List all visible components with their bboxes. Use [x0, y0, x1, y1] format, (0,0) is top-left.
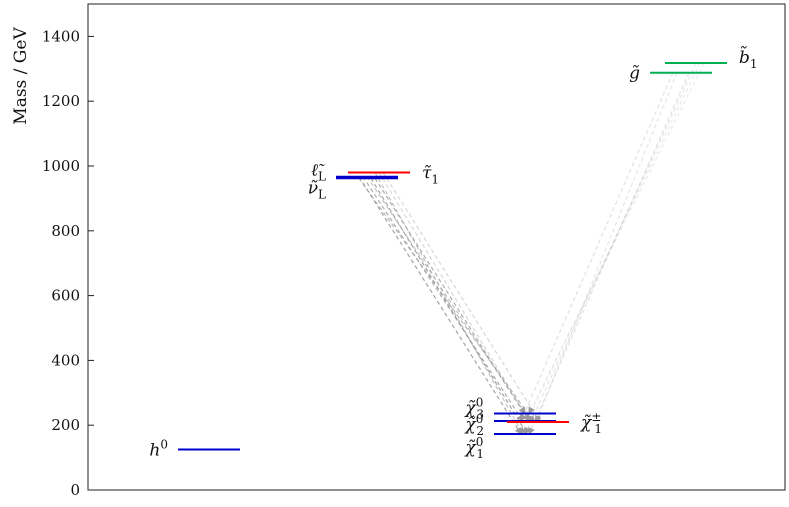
y-axis: 0 200 400 600 800 1000 1200 1400: [42, 27, 94, 499]
level-label-chi30: χ̃0 3: [464, 396, 484, 422]
mass-levels: [178, 61, 727, 451]
decay-arrow: [378, 172, 526, 415]
plot-frame: [87, 3, 786, 491]
level-labels: h0ℓ̃Lν̃Lτ̃1χ̃0 3χ̃0 2χ̃0 1χ̃± 1g̃b̃1: [149, 46, 757, 461]
decay-arrow: [520, 72, 674, 422]
y-tick-label: 1000: [42, 157, 80, 175]
decay-arrow: [374, 177, 530, 422]
level-label-sbottom1: b̃1: [739, 46, 758, 71]
y-tick-label: 1200: [42, 92, 80, 110]
decay-arrow: [374, 172, 524, 435]
decay-arrow: [382, 172, 541, 423]
y-tick-label: 600: [51, 287, 80, 305]
level-label-chi10: χ̃0 1: [464, 435, 484, 461]
level-label-h0: h0: [149, 438, 168, 461]
level-label-chi1pm: χ̃± 1: [580, 410, 602, 436]
decay-arrow: [362, 176, 524, 422]
decay-arrow: [358, 177, 535, 423]
y-tick-label: 1400: [42, 27, 80, 45]
level-label-chi20: χ̃0 2: [464, 412, 484, 438]
level-label-gluino: g̃: [629, 64, 640, 84]
decay-arrow: [366, 176, 526, 415]
y-tick-label: 800: [51, 222, 80, 240]
decay-arrow: [358, 176, 522, 435]
y-axis-title: Mass / GeV: [11, 27, 31, 125]
y-tick-label: 400: [51, 351, 80, 369]
y-tick-label: 0: [70, 481, 80, 499]
decay-arrows: [358, 62, 705, 435]
decay-arrow: [528, 62, 705, 415]
decay-arrow: [526, 62, 701, 422]
y-tick-label: 200: [51, 416, 80, 434]
level-label-nuL: ν̃L: [308, 178, 326, 201]
decay-arrow: [524, 62, 697, 435]
decay-arrow: [370, 177, 528, 435]
level-label-stau1: τ̃1: [422, 163, 439, 186]
decay-arrow: [528, 72, 690, 435]
